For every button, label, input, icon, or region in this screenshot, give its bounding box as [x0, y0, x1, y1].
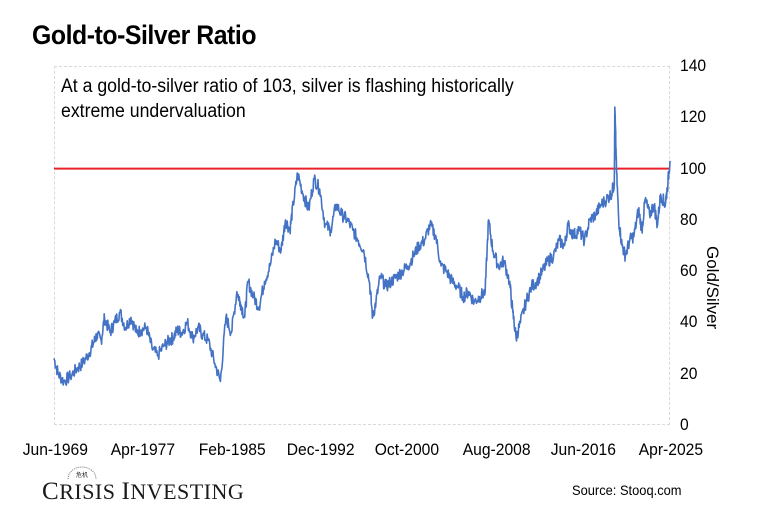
x-tick-label: Oct-2000: [374, 440, 440, 459]
x-tick-label: Feb-1985: [198, 440, 266, 459]
x-tick-label: Aug-2008: [462, 440, 531, 459]
chart-annotation: At a gold-to-silver ratio of 103, silver…: [61, 76, 514, 122]
y-tick-label: 80: [680, 209, 698, 229]
x-tick-label: Jun-1969: [22, 440, 88, 459]
y-tick-label: 100: [680, 158, 707, 178]
crisis-investing-logo: 危机 CRISIS INVESTING: [42, 464, 244, 505]
x-tick-label: Apr-2025: [638, 440, 704, 459]
logo-emblem-icon: 危机: [67, 466, 97, 480]
y-tick-label: 120: [680, 107, 707, 127]
svg-text:危机: 危机: [76, 471, 88, 479]
plot-area-frame: [54, 66, 670, 425]
chart-title: Gold-to-Silver Ratio: [32, 20, 257, 50]
y-tick-label: 0: [680, 415, 689, 434]
series-line-gold-silver: [53, 106, 671, 386]
y-tick-label: 40: [680, 312, 698, 332]
logo-wordmark: CRISIS INVESTING: [42, 478, 245, 505]
y-axis-label: Gold/Silver: [703, 246, 722, 330]
y-tick-label: 140: [680, 56, 707, 75]
x-tick-label: Jun-2016: [550, 440, 616, 459]
x-tick-label: Dec-1992: [286, 440, 355, 459]
x-tick-label: Apr-1977: [110, 440, 176, 459]
y-tick-label: 20: [680, 363, 698, 383]
y-tick-label: 60: [680, 261, 698, 281]
source-note: Source: Stooq.com: [572, 482, 682, 498]
